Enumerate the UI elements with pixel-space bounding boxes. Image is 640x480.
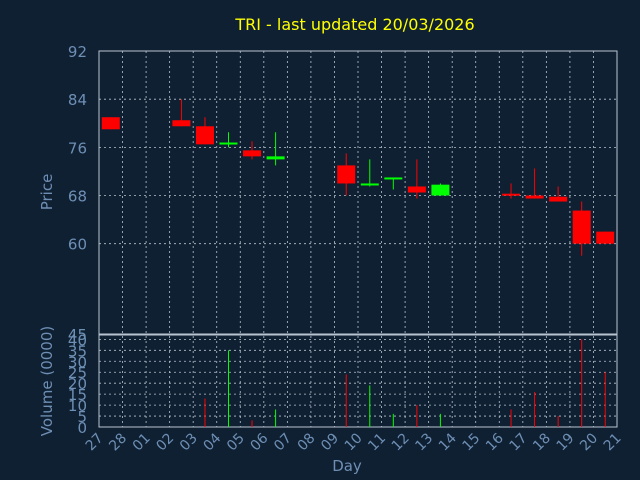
price-tick-label: 76: [68, 139, 87, 157]
candle-body: [407, 186, 426, 193]
candle-body: [266, 156, 285, 160]
volume-axis-label: Volume (0000): [38, 326, 56, 436]
price-axis-label: Price: [38, 174, 56, 211]
volume-tick-label: 25: [68, 364, 87, 382]
volume-tick-label: 0: [77, 419, 87, 437]
candle-body: [360, 183, 379, 186]
volume-tick-label: 40: [68, 331, 87, 349]
volume-tick-label: 30: [68, 353, 87, 371]
volume-tick-label: 15: [68, 386, 87, 404]
chart-title: TRI - last updated 20/03/2026: [234, 15, 474, 34]
volume-tick-label: 35: [68, 342, 87, 360]
x-tick-label: 19: [554, 430, 578, 454]
candle-body: [549, 196, 568, 202]
candle-body: [431, 184, 450, 196]
volume-bars: [204, 339, 606, 427]
price-tick-label: 60: [68, 236, 87, 254]
x-tick-label: 14: [436, 430, 460, 454]
x-tick-label: 10: [342, 430, 366, 454]
x-tick-label: 20: [577, 430, 601, 454]
volume-panel-frame: [98, 334, 618, 428]
x-tick-label: 21: [601, 430, 625, 454]
x-tick-label: 16: [483, 430, 507, 454]
candle-body: [337, 165, 356, 184]
x-tick-label: 08: [295, 430, 319, 454]
volume-tick-label: 5: [77, 408, 87, 426]
candle-body: [219, 142, 238, 145]
x-tick-label: 06: [248, 430, 272, 454]
x-tick-label: 12: [389, 430, 413, 454]
x-axis-label: Day: [332, 457, 362, 475]
x-tick-label: 18: [530, 430, 554, 454]
candle-body: [172, 120, 191, 127]
candle-body: [195, 126, 214, 145]
price-tick-label: 45: [68, 326, 87, 344]
candle-body: [101, 117, 120, 130]
x-tick-label: 28: [106, 430, 130, 454]
x-tick-labels: 27 28 01 02 03 04 05 06 07 08 09 10 11 12 13 14 15 16 17 18…: [83, 430, 625, 454]
x-tick-label: 07: [271, 430, 295, 454]
price-panel-frame: [98, 50, 618, 335]
x-tick-label: 01: [130, 430, 154, 454]
x-tick-label: 17: [507, 430, 531, 454]
x-tick-label: 09: [318, 430, 342, 454]
candle-body: [525, 195, 544, 199]
candle-body: [572, 210, 591, 244]
volume-tick-label: 10: [68, 397, 87, 415]
price-tick-label: 92: [68, 43, 87, 61]
x-tick-label: 02: [153, 430, 177, 454]
x-tick-label: 05: [224, 430, 248, 454]
price-tick-label: 68: [68, 188, 87, 206]
price-tick-label: 84: [68, 91, 87, 109]
candle-body: [596, 231, 615, 244]
x-tick-label: 15: [459, 430, 483, 454]
x-tick-label: 13: [412, 430, 436, 454]
x-tick-label: 04: [200, 430, 224, 454]
candle-body: [502, 193, 521, 196]
volume-tick-label: 20: [68, 375, 87, 393]
x-tick-label: 11: [365, 430, 389, 454]
x-tick-label: 03: [177, 430, 201, 454]
panel-frames: [98, 50, 618, 428]
candle-body: [243, 150, 262, 157]
candle-body: [384, 177, 403, 180]
candles: [101, 99, 615, 256]
grid: [98, 51, 618, 427]
